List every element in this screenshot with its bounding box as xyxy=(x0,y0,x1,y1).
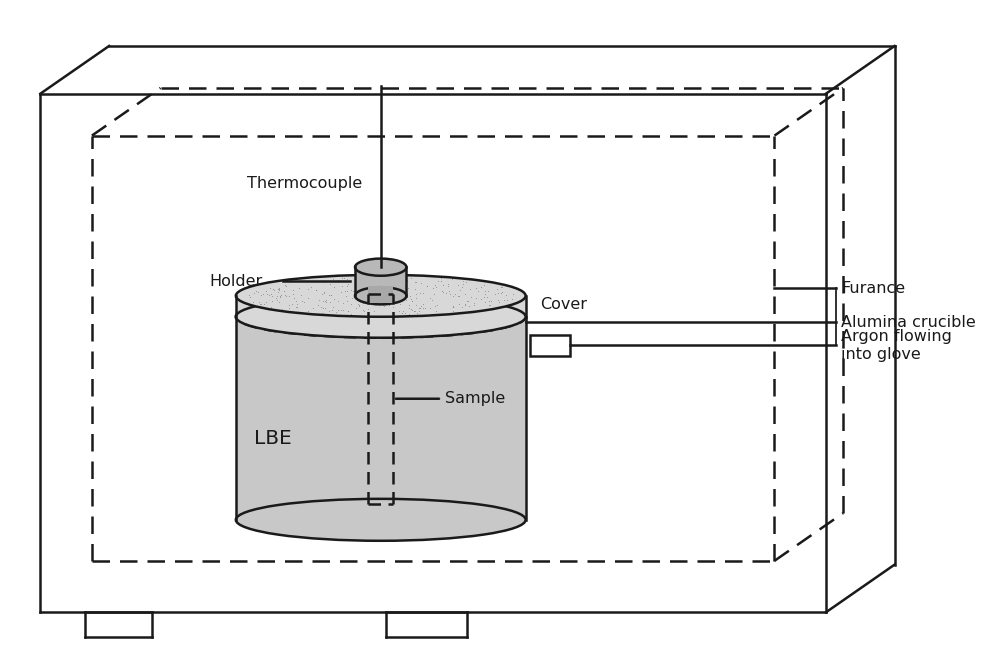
Text: Holder: Holder xyxy=(209,274,262,289)
Text: Thermocouple: Thermocouple xyxy=(247,176,363,191)
Ellipse shape xyxy=(355,288,406,304)
Ellipse shape xyxy=(236,295,526,338)
Text: Cover: Cover xyxy=(540,297,587,311)
Ellipse shape xyxy=(355,258,406,276)
Polygon shape xyxy=(530,335,570,356)
Text: Sample: Sample xyxy=(396,391,505,406)
Polygon shape xyxy=(236,295,526,317)
Text: Argon flowing
into glove: Argon flowing into glove xyxy=(841,329,952,361)
Ellipse shape xyxy=(236,275,526,317)
Ellipse shape xyxy=(236,499,526,540)
Polygon shape xyxy=(355,267,406,295)
Polygon shape xyxy=(368,286,393,303)
Text: Alumina crucible: Alumina crucible xyxy=(841,315,976,330)
Text: LBE: LBE xyxy=(254,429,292,448)
Polygon shape xyxy=(236,317,526,520)
Text: Furance: Furance xyxy=(841,281,905,295)
Ellipse shape xyxy=(236,295,526,338)
